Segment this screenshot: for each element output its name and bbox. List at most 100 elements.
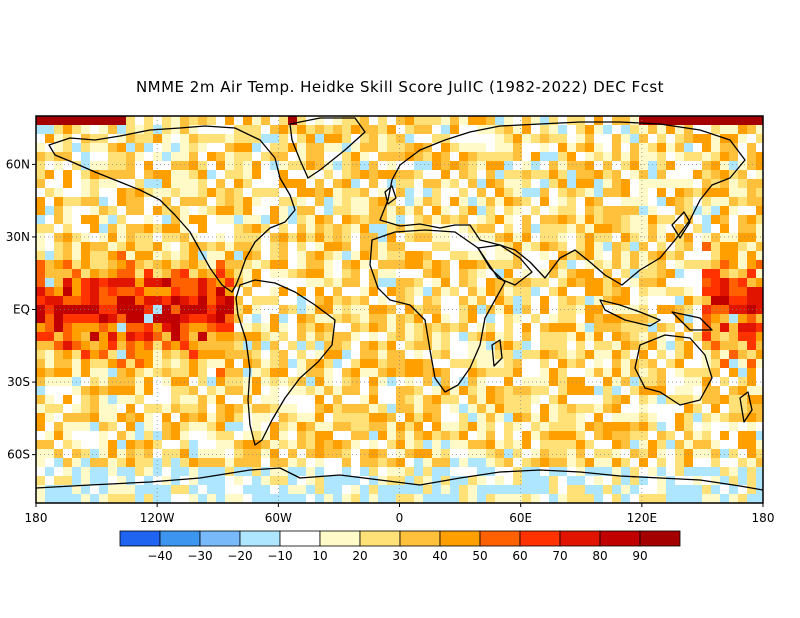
- field-cell: [333, 395, 343, 405]
- field-cell: [576, 179, 586, 189]
- field-cell: [297, 431, 307, 441]
- field-cell: [441, 359, 451, 369]
- field-cell: [414, 296, 424, 306]
- field-cell: [387, 350, 397, 360]
- field-cell: [315, 476, 325, 486]
- field-cell: [621, 179, 631, 189]
- field-cell: [648, 287, 658, 297]
- field-cell: [567, 206, 577, 216]
- field-cell: [450, 269, 460, 279]
- field-cell: [198, 404, 208, 414]
- field-cell: [675, 179, 685, 189]
- field-cell: [135, 494, 145, 503]
- field-cell: [234, 116, 244, 126]
- field-cell: [324, 278, 334, 288]
- field-cell: [450, 332, 460, 342]
- field-cell: [657, 161, 667, 171]
- field-cell: [144, 404, 154, 414]
- field-cell: [216, 395, 226, 405]
- field-cell: [216, 422, 226, 432]
- field-cell: [351, 485, 361, 495]
- field-cell: [63, 161, 73, 171]
- field-cell: [477, 305, 487, 315]
- field-cell: [603, 260, 613, 270]
- field-cell: [477, 170, 487, 180]
- field-cell: [684, 395, 694, 405]
- field-cell: [81, 296, 91, 306]
- field-cell: [414, 386, 424, 396]
- field-cell: [225, 134, 235, 144]
- field-cell: [288, 116, 298, 126]
- field-cell: [279, 197, 289, 207]
- field-cell: [549, 485, 559, 495]
- field-cell: [693, 134, 703, 144]
- field-cell: [756, 170, 763, 180]
- field-cell: [252, 116, 262, 126]
- field-cell: [549, 449, 559, 459]
- field-cell: [477, 197, 487, 207]
- field-cell: [684, 296, 694, 306]
- field-cell: [738, 485, 748, 495]
- field-cell: [414, 341, 424, 351]
- field-cell: [675, 485, 685, 495]
- field-cell: [666, 386, 676, 396]
- field-cell: [639, 278, 649, 288]
- field-cell: [756, 197, 763, 207]
- field-cell: [423, 467, 433, 477]
- field-cell: [279, 224, 289, 234]
- field-cell: [63, 143, 73, 153]
- field-cell: [72, 161, 82, 171]
- field-cell: [72, 440, 82, 450]
- field-cell: [468, 287, 478, 297]
- field-cell: [189, 476, 199, 486]
- field-cell: [189, 269, 199, 279]
- field-cell: [135, 125, 145, 135]
- field-cell: [270, 134, 280, 144]
- field-cell: [585, 404, 595, 414]
- field-cell: [81, 350, 91, 360]
- field-cell: [279, 161, 289, 171]
- field-cell: [495, 431, 505, 441]
- field-cell: [441, 449, 451, 459]
- field-cell: [54, 377, 64, 387]
- field-cell: [72, 458, 82, 468]
- field-cell: [180, 494, 190, 503]
- field-cell: [711, 188, 721, 198]
- field-cell: [126, 242, 136, 252]
- field-cell: [81, 422, 91, 432]
- field-cell: [45, 215, 55, 225]
- field-cell: [468, 296, 478, 306]
- field-cell: [477, 278, 487, 288]
- field-cell: [225, 323, 235, 333]
- field-cell: [153, 287, 163, 297]
- field-cell: [414, 116, 424, 126]
- field-cell: [702, 125, 712, 135]
- field-cell: [54, 350, 64, 360]
- field-cell: [729, 350, 739, 360]
- field-cell: [306, 215, 316, 225]
- field-cell: [252, 341, 262, 351]
- field-cell: [603, 332, 613, 342]
- field-cell: [594, 242, 604, 252]
- field-cell: [585, 440, 595, 450]
- field-cell: [486, 296, 496, 306]
- field-cell: [207, 188, 217, 198]
- field-cell: [558, 350, 568, 360]
- field-cell: [702, 323, 712, 333]
- field-cell: [549, 440, 559, 450]
- field-cell: [504, 323, 514, 333]
- field-cell: [747, 377, 757, 387]
- field-cell: [234, 152, 244, 162]
- field-cell: [261, 350, 271, 360]
- field-cell: [45, 341, 55, 351]
- field-cell: [369, 197, 379, 207]
- field-cell: [261, 305, 271, 315]
- field-cell: [306, 125, 316, 135]
- field-cell: [450, 170, 460, 180]
- field-cell: [378, 134, 388, 144]
- field-cell: [468, 251, 478, 261]
- field-cell: [324, 395, 334, 405]
- field-cell: [387, 368, 397, 378]
- field-cell: [387, 260, 397, 270]
- field-cell: [441, 458, 451, 468]
